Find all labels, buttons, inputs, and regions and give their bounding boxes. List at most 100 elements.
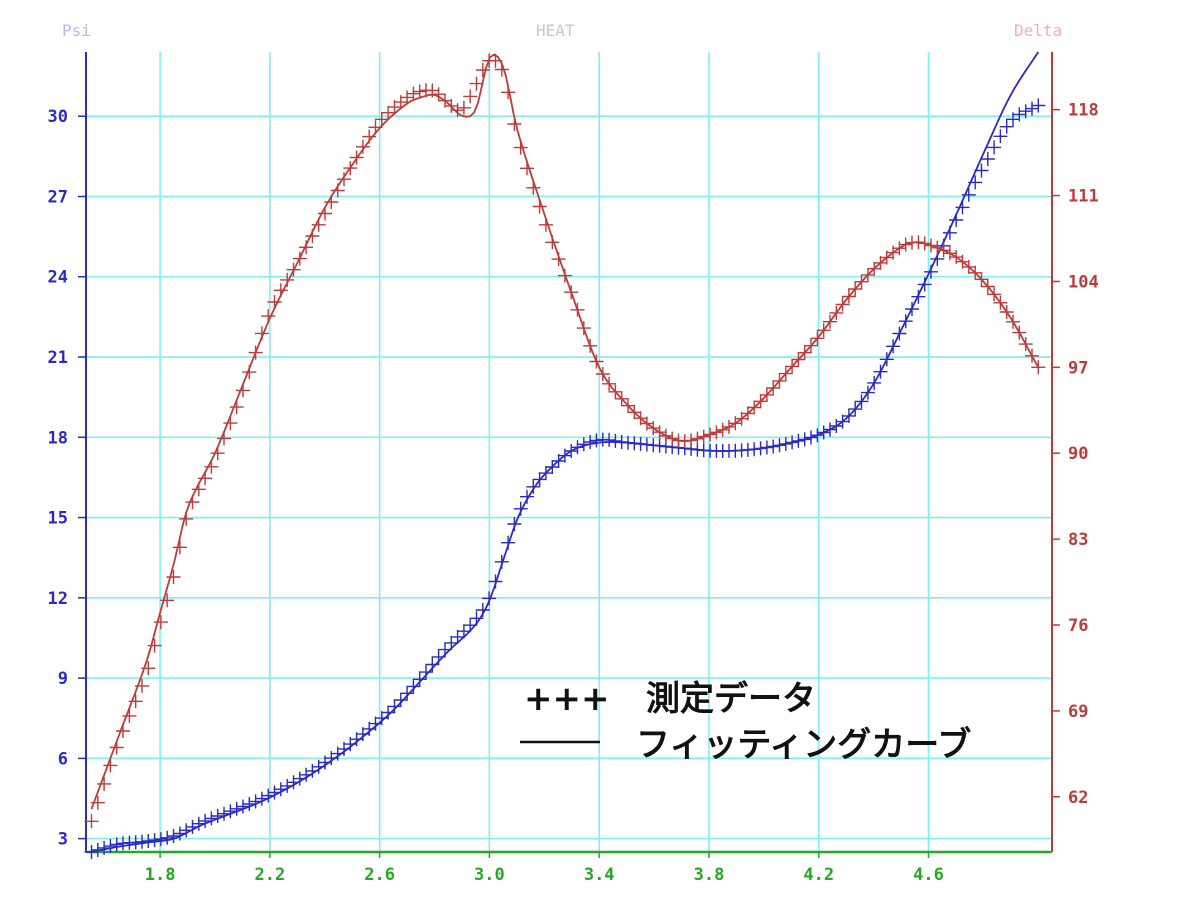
delta-measured-point bbox=[968, 265, 983, 280]
delta-measured-point bbox=[684, 433, 699, 448]
delta-measured-point bbox=[172, 540, 187, 555]
psi-measured-point bbox=[141, 834, 156, 848]
series bbox=[84, 51, 1046, 859]
psi-measured-point bbox=[905, 302, 919, 316]
delta-measured-point bbox=[911, 235, 926, 250]
delta-measured-point bbox=[835, 297, 850, 312]
delta-measured-point bbox=[785, 359, 800, 374]
tick-labels: 1.8 2.2 2.6 3.0 3.4 3.8 4.2 4.63691215182124273… bbox=[48, 101, 1099, 885]
psi-measured-point bbox=[860, 385, 875, 400]
y-left-tick-label: 30 bbox=[48, 107, 68, 127]
psi-measured-point bbox=[236, 799, 250, 814]
psi-measured-point bbox=[999, 119, 1014, 134]
psi-measured-point bbox=[753, 441, 768, 456]
psi-measured-point bbox=[1031, 98, 1046, 113]
right-axis-title: Delta bbox=[1014, 21, 1062, 40]
delta-measured-point bbox=[854, 274, 869, 289]
delta-measured-point bbox=[538, 217, 553, 232]
delta-measured-point bbox=[621, 398, 635, 413]
psi-measured-point bbox=[419, 665, 433, 680]
delta-measured-point bbox=[860, 267, 875, 282]
psi-measured-point bbox=[576, 437, 591, 452]
psi-measured-point bbox=[109, 837, 124, 852]
psi-measured-point bbox=[797, 432, 812, 447]
delta-measured-point bbox=[665, 431, 680, 446]
psi-measured-point bbox=[987, 140, 1002, 155]
delta-measured-point bbox=[267, 295, 282, 309]
psi-measured-point bbox=[583, 435, 598, 449]
psi-measured-point bbox=[526, 479, 541, 494]
delta-measured-point bbox=[292, 251, 307, 266]
delta-measured-point bbox=[349, 150, 364, 165]
x-tick-label: 3.4 bbox=[584, 865, 615, 885]
delta-measured-point bbox=[740, 406, 755, 421]
psi-measured-point bbox=[570, 440, 585, 455]
y-left-tick-label: 27 bbox=[48, 187, 68, 207]
delta-measured-point bbox=[318, 206, 332, 221]
y-right-tick-label: 83 bbox=[1068, 530, 1088, 550]
psi-measured-point bbox=[210, 809, 225, 823]
psi-measured-point bbox=[191, 816, 206, 831]
x-tick-label: 2.6 bbox=[364, 865, 395, 885]
delta-measured-point bbox=[501, 85, 516, 100]
psi-measured-point bbox=[97, 841, 112, 855]
delta-measured-point bbox=[204, 459, 219, 474]
psi-measured-point bbox=[248, 794, 263, 809]
delta-measured-point bbox=[987, 287, 1002, 302]
psi-measured-point bbox=[204, 811, 219, 826]
psi-measured-point bbox=[135, 834, 149, 849]
psi-measured-point bbox=[172, 826, 187, 841]
delta-measured-point bbox=[532, 199, 547, 214]
delta-measured-point bbox=[753, 394, 768, 409]
delta-measured-point bbox=[759, 387, 774, 402]
psi-measured-point bbox=[942, 225, 957, 240]
y-left-tick-label: 18 bbox=[48, 428, 68, 448]
y-right-tick-label: 62 bbox=[1068, 788, 1088, 808]
psi-measured-point bbox=[968, 175, 983, 190]
psi-measured-point bbox=[425, 657, 440, 672]
delta-measured-point bbox=[494, 62, 509, 77]
delta-measured-point bbox=[166, 570, 181, 584]
delta-measured-point bbox=[930, 240, 945, 255]
y-left-tick-label: 3 bbox=[58, 830, 68, 850]
delta-measured-point bbox=[147, 638, 162, 653]
delta-measured-point bbox=[898, 237, 913, 252]
delta-measured-point bbox=[873, 255, 888, 270]
x-tick-label: 4.2 bbox=[803, 865, 834, 885]
delta-measured-point bbox=[797, 345, 812, 360]
psi-measured-point bbox=[299, 767, 314, 782]
psi-measured-point bbox=[90, 843, 105, 857]
delta-measured-point bbox=[368, 120, 383, 135]
delta-measured-point bbox=[198, 471, 213, 486]
delta-measured-point bbox=[135, 678, 149, 693]
delta-measured-point bbox=[766, 381, 781, 395]
delta-measured-point bbox=[343, 161, 358, 176]
psi-measured-point bbox=[160, 830, 175, 845]
delta-measured-point bbox=[696, 429, 711, 444]
psi-measured-point bbox=[520, 489, 534, 504]
y-right-tick-label: 111 bbox=[1068, 187, 1099, 207]
psi-measured-point bbox=[892, 326, 907, 341]
psi-measured-point bbox=[759, 440, 774, 455]
delta-measured-point bbox=[153, 615, 168, 630]
delta-measured-point bbox=[286, 262, 301, 277]
psi-measured-point bbox=[223, 804, 238, 819]
psi-measured-point bbox=[886, 339, 901, 354]
psi-measured-point bbox=[785, 435, 800, 450]
delta-measured-point bbox=[848, 282, 863, 296]
psi-measured-point bbox=[1025, 101, 1039, 116]
psi-measured-point bbox=[602, 432, 617, 447]
delta-measured-point bbox=[993, 295, 1008, 310]
delta-measured-point bbox=[311, 217, 326, 232]
delta-measured-point bbox=[305, 229, 320, 243]
delta-measured-point bbox=[450, 103, 465, 118]
delta-measured-point bbox=[210, 446, 225, 461]
psi-measured-point bbox=[513, 501, 528, 516]
psi-measured-point bbox=[185, 819, 200, 834]
psi-measured-point bbox=[84, 845, 99, 859]
delta-measured-point bbox=[1025, 348, 1039, 363]
delta-measured-point bbox=[400, 90, 415, 105]
delta-measured-point bbox=[924, 238, 938, 253]
psi-measured-point bbox=[494, 554, 509, 569]
